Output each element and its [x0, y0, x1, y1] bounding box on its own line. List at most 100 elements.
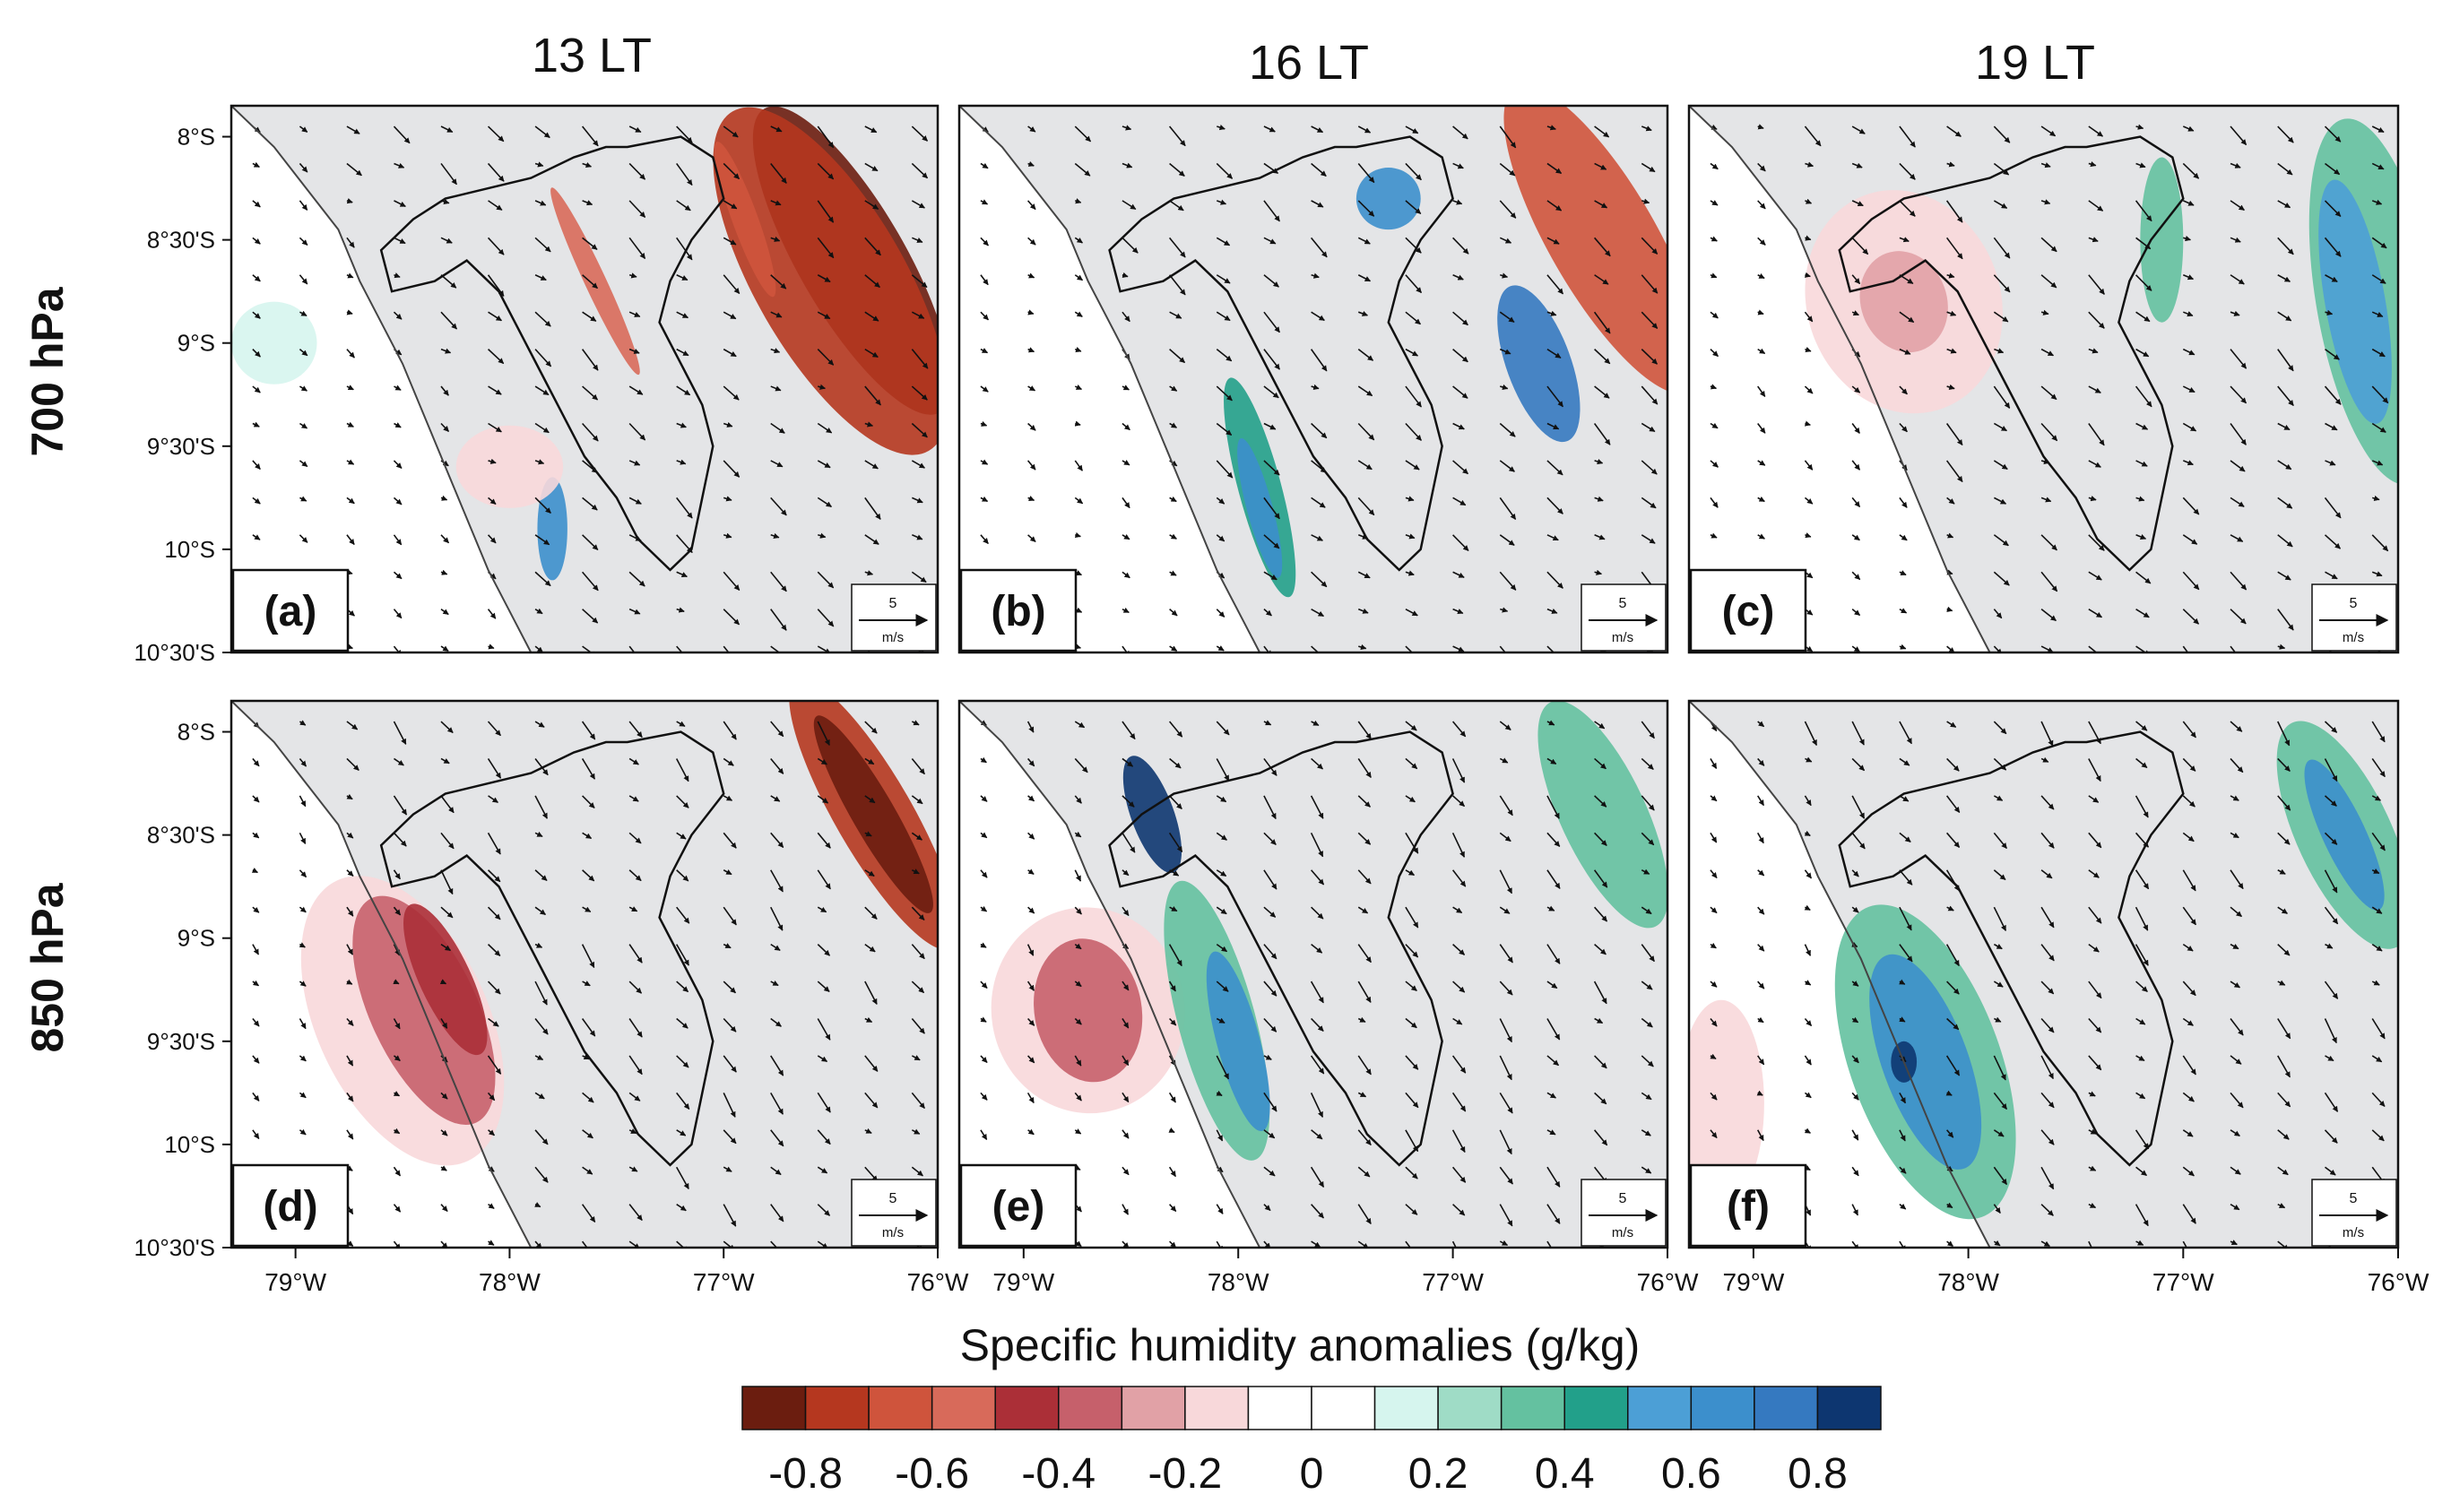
- wind-vector: [628, 1204, 643, 1222]
- wind-vector: [980, 942, 987, 948]
- latitude-tick-label: 9°30'S: [147, 433, 215, 460]
- wind-vector: [2040, 162, 2051, 168]
- wind-vector: [911, 1128, 921, 1135]
- wind-vector: [534, 1017, 549, 1035]
- wind-vector: [346, 272, 354, 279]
- panel-label: (c): [1689, 568, 1807, 652]
- map-panel: (d) 5 m/s: [230, 699, 940, 1249]
- wind-vector: [1074, 981, 1082, 988]
- wind-vector: [1357, 608, 1369, 614]
- wind-vector: [346, 421, 354, 428]
- reference-vector-value: 5: [1619, 596, 1627, 611]
- wind-vector: [440, 795, 455, 814]
- wind-vector: [1216, 1017, 1226, 1024]
- wind-vector: [299, 942, 306, 948]
- wind-vector: [346, 832, 354, 839]
- wind-vector: [299, 757, 307, 767]
- wind-vector: [1594, 458, 1604, 465]
- wind-vector: [2182, 422, 2197, 432]
- wind-vector: [1757, 237, 1766, 246]
- wind-vector: [299, 1055, 307, 1062]
- latitude-tick-label: 8°30'S: [147, 822, 215, 849]
- wind-vector: [346, 534, 355, 546]
- wind-vector: [439, 979, 447, 985]
- wind-vector: [1169, 162, 1185, 177]
- wind-vector: [770, 795, 781, 802]
- wind-vector: [346, 497, 355, 505]
- wind-vector: [2135, 274, 2152, 291]
- wind-vector: [2325, 571, 2338, 580]
- wind-vector: [1310, 1055, 1325, 1075]
- colorbar-swatch: [1184, 1386, 1250, 1430]
- wind-vector: [1546, 422, 1560, 430]
- wind-vector: [770, 125, 783, 133]
- wind-vector: [2183, 311, 2194, 317]
- wind-vector: [1311, 125, 1324, 134]
- wind-vector: [1216, 721, 1230, 736]
- reference-vector-key: 5 m/s: [2311, 1179, 2397, 1247]
- wind-vector: [1169, 200, 1184, 212]
- wind-vector: [582, 422, 599, 442]
- wind-vector: [628, 311, 641, 317]
- wind-vector: [1546, 460, 1563, 476]
- wind-vector: [1027, 200, 1036, 211]
- wind-vector: [1027, 868, 1035, 876]
- wind-vector: [2230, 125, 2247, 146]
- wind-vector: [1263, 460, 1280, 476]
- latitude-tick-label: 9°30'S: [147, 1028, 215, 1055]
- wind-vector: [1594, 569, 1603, 575]
- wind-vector: [818, 384, 826, 390]
- wind-vector: [2230, 571, 2247, 591]
- wind-vector: [582, 1054, 590, 1060]
- reference-vector-key: 5 m/s: [851, 583, 937, 652]
- wind-vector: [1122, 1129, 1130, 1139]
- wind-vector: [1641, 422, 1656, 433]
- wind-vector: [628, 422, 646, 441]
- wind-vector: [628, 237, 646, 259]
- wind-vector: [911, 162, 929, 179]
- wind-vector: [346, 757, 359, 772]
- wind-vector: [393, 311, 403, 320]
- wind-vector: [1710, 532, 1718, 539]
- wind-vector: [487, 944, 501, 956]
- wind-vector: [1945, 460, 1963, 482]
- wind-vector: [2371, 422, 2386, 433]
- wind-vector: [1216, 906, 1227, 915]
- wind-vector: [582, 832, 593, 840]
- wind-vector: [1804, 420, 1811, 427]
- wind-vector: [628, 608, 641, 615]
- wind-vector: [818, 532, 827, 539]
- wind-vector: [911, 200, 925, 209]
- wind-vector: [676, 1092, 690, 1110]
- wind-vector: [676, 869, 689, 882]
- wind-vector: [911, 274, 928, 289]
- wind-vector: [770, 721, 784, 738]
- wind-vector: [770, 757, 784, 774]
- wind-vector: [1169, 570, 1177, 576]
- wind-vector: [2277, 311, 2292, 322]
- wind-vector: [1851, 385, 1861, 393]
- wind-vector: [2371, 199, 2383, 205]
- wind-vector: [534, 200, 547, 206]
- panel-label-text: (c): [1722, 588, 1775, 635]
- wind-vector: [1075, 198, 1082, 204]
- wind-vector: [534, 1129, 549, 1145]
- wind-vector: [1216, 237, 1231, 246]
- wind-vector: [394, 384, 402, 391]
- wind-vector: [817, 721, 830, 746]
- wind-vector: [440, 237, 453, 244]
- wind-vector: [299, 200, 308, 211]
- wind-vector: [2040, 422, 2058, 442]
- wind-vector: [911, 125, 929, 142]
- wind-vector: [581, 944, 595, 969]
- wind-vector: [1499, 200, 1517, 219]
- wind-vector: [252, 274, 261, 282]
- wind-vector: [1851, 460, 1861, 471]
- latitude-tick-label: 8°S: [178, 719, 215, 746]
- wind-vector: [1074, 943, 1082, 950]
- wind-vector: [440, 645, 449, 652]
- wind-vector: [534, 571, 551, 587]
- wind-vector: [2040, 534, 2057, 551]
- wind-vector: [1499, 534, 1515, 546]
- wind-vector: [2182, 534, 2198, 545]
